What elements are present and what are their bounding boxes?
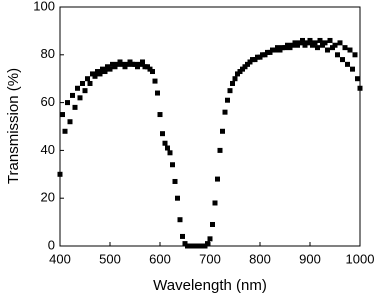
point (62, 128, 68, 134)
point (70, 92, 75, 98)
point (340, 57, 345, 63)
point (72, 104, 78, 110)
x-tick-label: 900 (299, 251, 321, 266)
point (352, 52, 358, 58)
point (322, 40, 328, 46)
point (172, 178, 178, 184)
point (107, 66, 113, 72)
point (335, 52, 340, 58)
point (325, 47, 330, 53)
point (82, 88, 88, 94)
y-tick-label: 0 (48, 237, 55, 252)
point (167, 150, 173, 156)
point (312, 40, 318, 46)
point (345, 61, 350, 67)
point (232, 76, 238, 82)
point (165, 145, 170, 151)
x-tick-label: 800 (249, 251, 271, 266)
x-tick-label: 400 (49, 251, 71, 266)
point (157, 112, 163, 118)
point (102, 69, 108, 75)
point (220, 128, 225, 134)
y-axis-label: Transmission (%) (5, 68, 22, 184)
point (327, 37, 333, 43)
point (67, 119, 73, 125)
point (315, 45, 320, 51)
y-tick-label: 40 (41, 142, 55, 157)
point (207, 236, 213, 242)
point (230, 80, 235, 86)
point (210, 221, 215, 227)
point (355, 76, 360, 82)
point (80, 80, 85, 86)
point (332, 42, 338, 48)
point (227, 88, 233, 94)
point (222, 109, 228, 115)
point (65, 100, 70, 106)
point (92, 73, 98, 79)
point (215, 176, 220, 182)
point (85, 76, 90, 82)
point (175, 195, 180, 201)
point (87, 80, 93, 86)
x-tick-label: 700 (199, 251, 221, 266)
point (170, 162, 175, 168)
point (225, 97, 230, 103)
point (317, 37, 323, 43)
point (180, 233, 185, 239)
point (357, 85, 363, 91)
point (162, 140, 168, 146)
point (307, 37, 313, 43)
point (77, 95, 83, 101)
point (347, 47, 353, 53)
point (300, 37, 305, 43)
x-tick-label: 500 (99, 251, 121, 266)
point (212, 200, 218, 206)
y-tick-label: 20 (41, 190, 55, 205)
y-tick-label: 100 (33, 0, 55, 13)
point (342, 45, 348, 51)
point (160, 131, 165, 137)
point (177, 217, 183, 223)
point (75, 85, 80, 91)
x-tick-label: 1000 (346, 251, 375, 266)
point (152, 78, 158, 84)
y-tick-label: 60 (41, 94, 55, 109)
point (350, 66, 355, 72)
point (155, 90, 160, 96)
point (60, 112, 65, 118)
y-tick-label: 80 (41, 46, 55, 61)
point (140, 59, 145, 65)
point (217, 147, 223, 153)
point (337, 40, 343, 46)
point (205, 241, 210, 247)
point (97, 71, 103, 77)
x-axis-label: Wavelength (nm) (153, 277, 267, 294)
x-tick-label: 600 (149, 251, 171, 266)
point (57, 171, 63, 177)
point (150, 69, 155, 75)
